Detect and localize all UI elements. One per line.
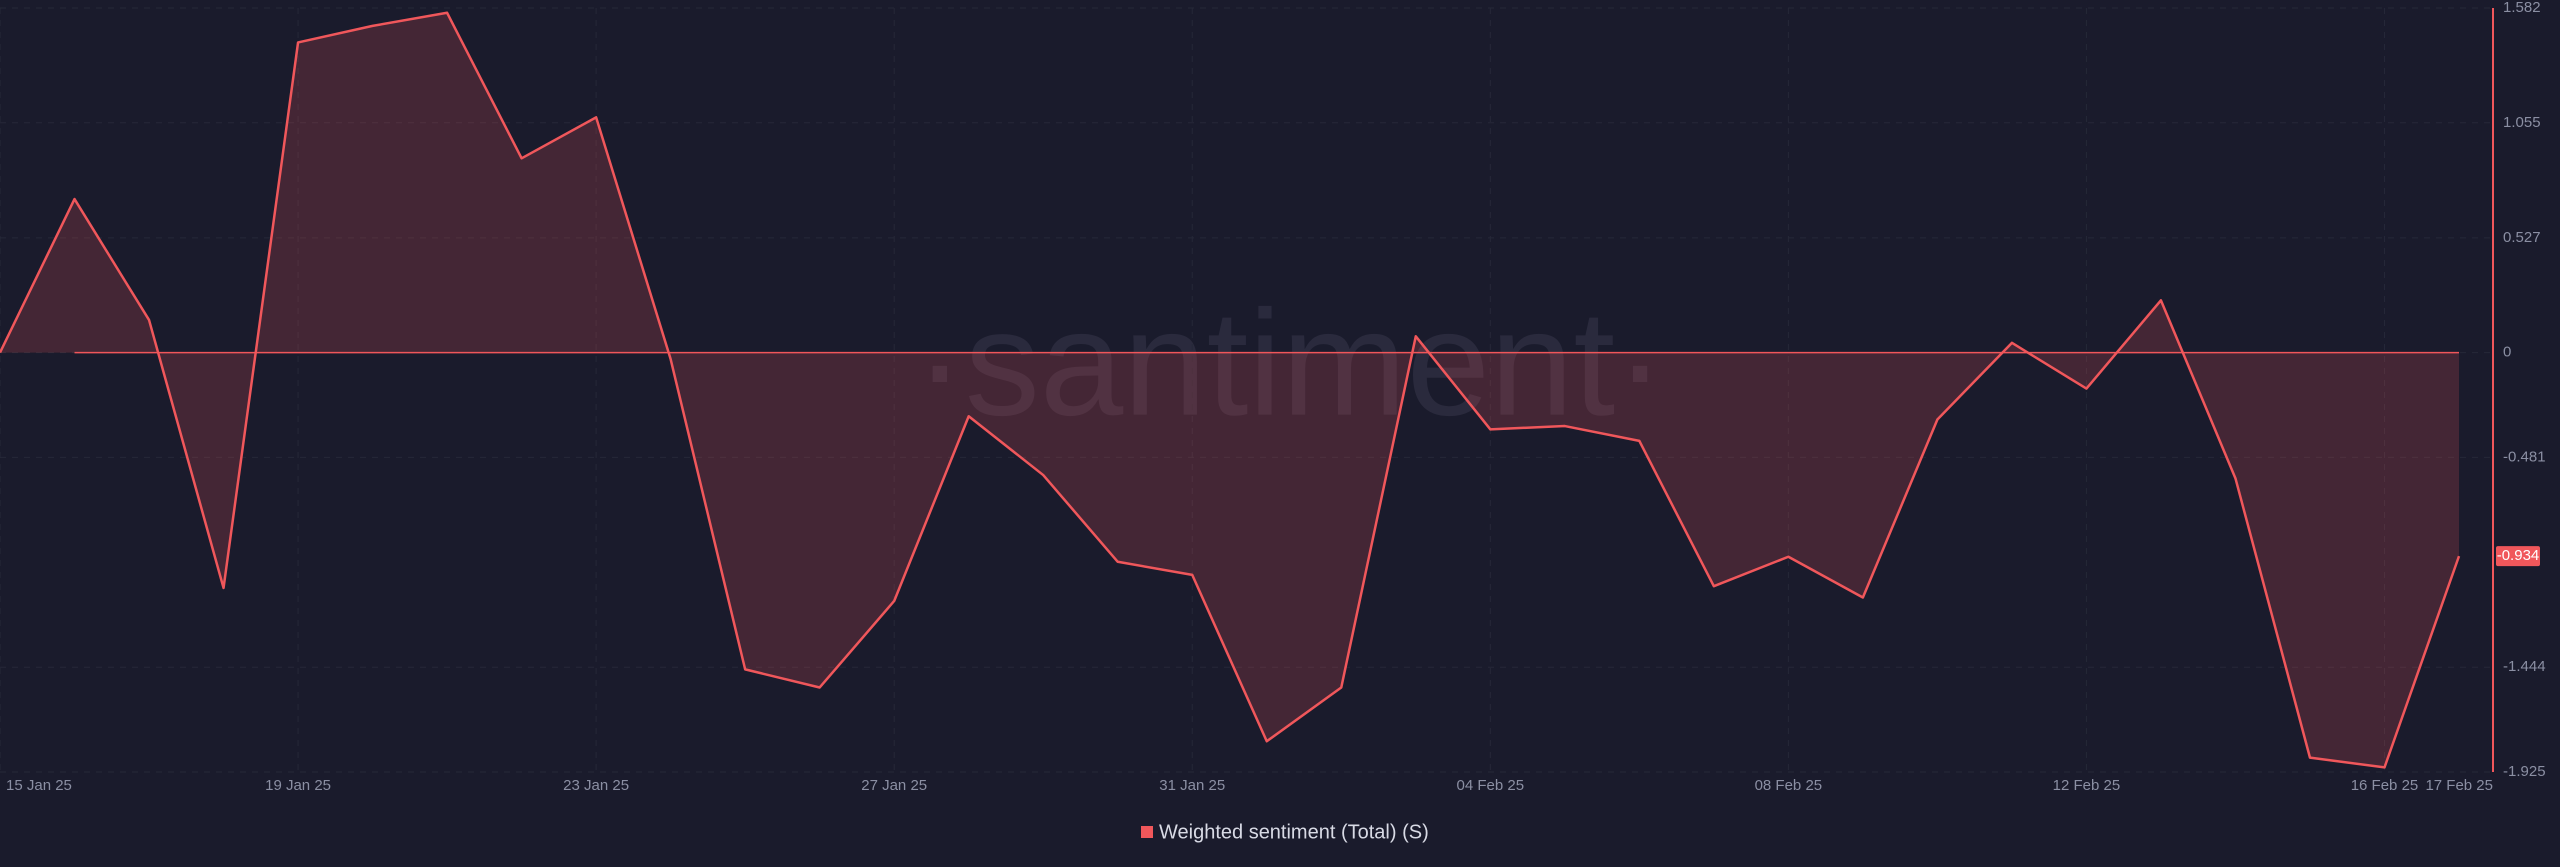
y-tick-label: -1.444 bbox=[2503, 658, 2546, 675]
x-tick-label: 27 Jan 25 bbox=[861, 777, 927, 794]
legend-label: Weighted sentiment (Total) (S) bbox=[1159, 821, 1429, 843]
y-tick-label: -0.481 bbox=[2503, 448, 2546, 465]
x-tick-label: 15 Jan 25 bbox=[6, 777, 72, 794]
x-tick-label: 23 Jan 25 bbox=[563, 777, 629, 794]
x-tick-label: 17 Feb 25 bbox=[2425, 777, 2493, 794]
y-tick-label: -1.925 bbox=[2503, 763, 2546, 780]
watermark: ·santiment· bbox=[915, 279, 1665, 447]
area bbox=[0, 12, 2459, 768]
x-tick-label: 16 Feb 25 bbox=[2351, 777, 2419, 794]
value-badge bbox=[2496, 546, 2540, 567]
line bbox=[0, 11, 2461, 769]
y-tick-label: 0 bbox=[2503, 344, 2511, 361]
x-tick-label: 31 Jan 25 bbox=[1159, 777, 1225, 794]
y-tick-label: 1.582 bbox=[2503, 0, 2541, 16]
y-tick-label: 0.527 bbox=[2503, 229, 2541, 246]
x-tick-label: 19 Jan 25 bbox=[265, 777, 331, 794]
x-tick-label: 04 Feb 25 bbox=[1457, 777, 1525, 794]
y-tick-label: 1.055 bbox=[2503, 114, 2541, 131]
x-tick-label: 08 Feb 25 bbox=[1755, 777, 1823, 794]
value-label: -0.934 bbox=[2497, 547, 2540, 564]
x-tick-label: 12 Feb 25 bbox=[2053, 777, 2121, 794]
legend-swatch bbox=[1141, 826, 1153, 838]
